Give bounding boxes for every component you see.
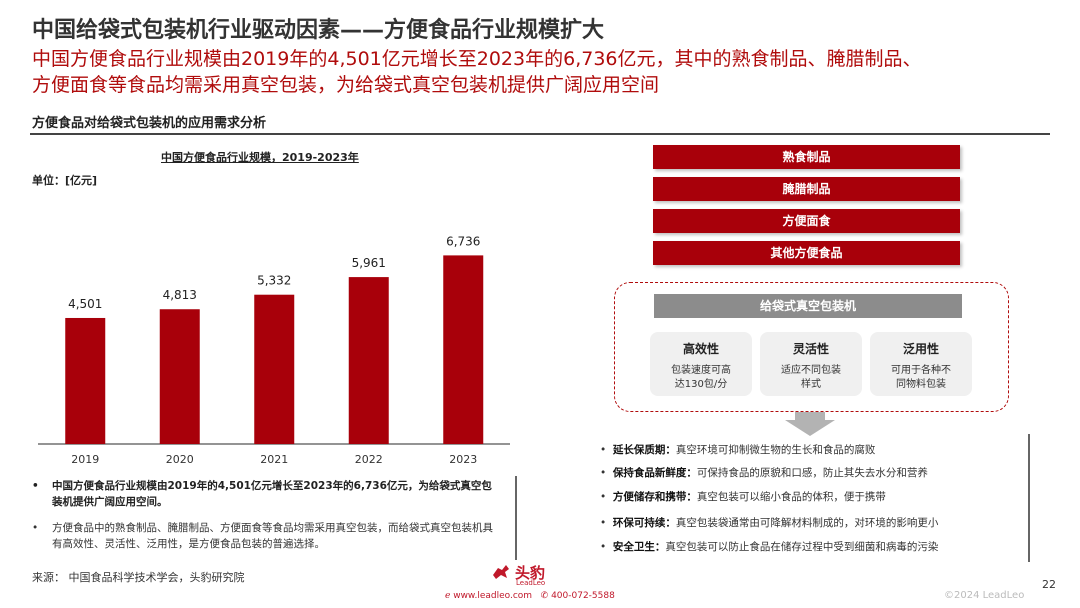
section-divider — [30, 133, 1050, 135]
benefit-text: 可保持食品的原貌和口感，防止其失去水分和营养 — [696, 467, 928, 479]
value-label-2021: 5,332 — [257, 274, 291, 288]
benefit-label: 延长保质期： — [612, 444, 676, 456]
food-category-2: 腌腊制品 — [653, 177, 960, 201]
feature-versatility: 泛用性 可用于各种不 同物料包装 — [870, 332, 972, 396]
benefits-border — [1028, 434, 1030, 562]
feature-efficiency: 高效性 包装速度可高 达130包/分 — [650, 332, 752, 396]
benefit-label: 安全卫生： — [612, 541, 666, 553]
value-label-2022: 5,961 — [352, 256, 386, 270]
benefit-label: 方便储存和携带： — [612, 491, 697, 503]
machine-panel — [614, 282, 1009, 412]
bullets-border — [515, 476, 517, 560]
bullet-1: • 中国方便食品行业规模由2019年的4,501亿元增长至2023年的6,736亿… — [32, 478, 502, 510]
bullet-dot: • — [600, 517, 607, 529]
source-note: 来源： 中国食品科学技术学会，头豹研究院 — [32, 571, 245, 584]
benefits-list: • 延长保质期：真空环境可抑制微生物的生长和食品的腐败 • 保持食品新鲜度：可保… — [590, 434, 1030, 562]
feature-desc-2: 达130包/分 — [674, 379, 728, 390]
bar-2022 — [348, 277, 389, 444]
logo-text: 头豹 — [515, 564, 546, 582]
bar-2019 — [65, 317, 106, 444]
web-icon: ℯ — [445, 591, 451, 601]
benefit-item: • 延长保质期：真空环境可抑制微生物的生长和食品的腐败 — [600, 442, 875, 457]
value-label-2019: 4,501 — [68, 297, 102, 311]
bar-2020 — [159, 309, 200, 444]
benefit-text: 真空包装可以缩小食品的体积，便于携带 — [696, 491, 886, 503]
chart-title: 中国方便食品行业规模，2019-2023年 — [161, 151, 359, 164]
benefit-text: 真空环境可抑制微生物的生长和食品的腐败 — [675, 444, 876, 456]
bullet-2-text: 方便食品中的熟食制品、腌腊制品、方便面食等食品均需采用真空包装，而给袋式真空包装… — [52, 522, 493, 550]
machine-title: 给袋式真空包装机 — [654, 294, 962, 318]
feature-desc-1: 可用于各种不 — [891, 365, 951, 376]
footer-contact: ℯ www.leadleo.com ✆ 400-072-5588 — [445, 591, 615, 601]
logo-subtext: LeadLeo — [516, 579, 546, 587]
bar-chart: 4,501 2019 4,813 2020 5,332 2021 5,961 2022 6,73… — [38, 234, 510, 466]
page-title: 中国给袋式包装机行业驱动因素——方便食品行业规模扩大 — [32, 18, 605, 43]
food-category-1: 熟食制品 — [653, 145, 960, 169]
feature-flexibility: 灵活性 适应不同包装 样式 — [760, 332, 862, 396]
section-title: 方便食品对给袋式包装机的应用需求分析 — [32, 116, 267, 131]
x-tick-2019: 2019 — [71, 453, 99, 466]
feature-desc-1: 包装速度可高 — [671, 365, 731, 376]
bar-2021 — [254, 294, 295, 444]
food-category-4: 其他方便食品 — [653, 241, 960, 265]
feature-name: 泛用性 — [902, 342, 939, 356]
bullet-dot: • — [32, 522, 39, 534]
feature-desc-2: 同物料包装 — [896, 379, 946, 390]
x-tick-2021: 2021 — [260, 453, 288, 466]
footer-phone: 400-072-5588 — [551, 591, 615, 601]
feature-desc-2: 样式 — [801, 379, 821, 390]
phone-icon: ✆ — [540, 591, 549, 601]
subtitle-line-2: 方便面食等食品均需采用真空包装，为给袋式真空包装机提供广阔应用空间 — [32, 74, 660, 96]
food-category-3: 方便面食 — [653, 209, 960, 233]
page-number: 22 — [1042, 578, 1056, 591]
value-label-2023: 6,736 — [446, 234, 480, 248]
leopard-logo-icon — [493, 565, 509, 579]
value-label-2020: 4,813 — [163, 288, 197, 302]
bar-2023 — [443, 255, 484, 444]
benefit-item: • 安全卫生：真空包装可以防止食品在储存过程中受到细菌和病毒的污染 — [600, 539, 938, 554]
benefit-text: 真空包装可以防止食品在储存过程中受到细菌和病毒的污染 — [665, 541, 939, 553]
chart-unit-label: 单位：[亿元] — [32, 174, 98, 187]
subtitle-line-1: 中国方便食品行业规模由2019年的4,501亿元增长至2023年的6,736亿元… — [32, 48, 922, 70]
benefit-label: 保持食品新鲜度： — [612, 467, 697, 479]
bullet-dot: • — [32, 480, 39, 492]
benefit-item: • 保持食品新鲜度：可保持食品的原貌和口感，防止其失去水分和营养 — [600, 465, 928, 480]
benefit-label: 环保可持续： — [612, 517, 676, 529]
bullet-dot: • — [600, 491, 607, 503]
feature-name: 灵活性 — [792, 342, 829, 356]
x-tick-2020: 2020 — [166, 453, 194, 466]
benefit-item: • 环保可持续：真空包装袋通常由可降解材料制成的，对环境的影响更小 — [600, 515, 938, 530]
feature-name: 高效性 — [682, 342, 719, 356]
bullet-dot: • — [600, 444, 607, 456]
bullet-2: • 方便食品中的熟食制品、腌腊制品、方便面食等食品均需采用真空包装，而给袋式真空包… — [32, 520, 502, 552]
x-tick-2022: 2022 — [355, 453, 383, 466]
copyright: ©2024 LeadLeo — [944, 590, 1025, 601]
footer-website[interactable]: www.leadleo.com — [453, 591, 533, 601]
summary-bullets: • 中国方便食品行业规模由2019年的4,501亿元增长至2023年的6,736亿… — [32, 476, 517, 560]
x-tick-2023: 2023 — [449, 453, 477, 466]
bullet-dot: • — [600, 467, 607, 479]
bullet-dot: • — [600, 541, 607, 553]
feature-desc-1: 适应不同包装 — [781, 365, 841, 376]
bullet-1-text: 中国方便食品行业规模由2019年的4,501亿元增长至2023年的6,736亿元… — [52, 480, 492, 508]
benefit-text: 真空包装袋通常由可降解材料制成的，对环境的影响更小 — [675, 517, 939, 529]
down-arrow-icon — [785, 412, 835, 436]
benefit-item: • 方便储存和携带：真空包装可以缩小食品的体积，便于携带 — [600, 489, 886, 504]
